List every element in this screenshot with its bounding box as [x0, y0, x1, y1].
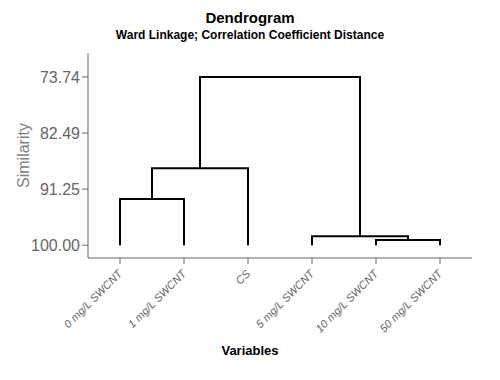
svg-text:CS: CS: [233, 267, 253, 287]
svg-text:82.49: 82.49: [40, 125, 80, 142]
svg-text:10 mg/L SWCNT: 10 mg/L SWCNT: [313, 267, 381, 335]
svg-text:91.25: 91.25: [40, 181, 80, 198]
svg-text:1 mg/L SWCNT: 1 mg/L SWCNT: [125, 267, 189, 331]
svg-text:0 mg/L SWCNT: 0 mg/L SWCNT: [61, 267, 125, 331]
html-text:Variables: Variables: [221, 343, 279, 359]
svg-text:5 mg/L SWCNT: 5 mg/L SWCNT: [253, 267, 317, 331]
html-text:Dendrogram: Dendrogram: [205, 9, 295, 26]
html-text:Ward Linkage; Correlation Coef: Ward Linkage; Correlation Coefficient Di…: [115, 27, 385, 42]
svg-text:73.74: 73.74: [40, 69, 80, 86]
svg-text:50 mg/L SWCNT: 50 mg/L SWCNT: [377, 267, 445, 335]
svg-text:100.00: 100.00: [31, 237, 80, 254]
svg-text:Similarity: Similarity: [15, 123, 32, 188]
